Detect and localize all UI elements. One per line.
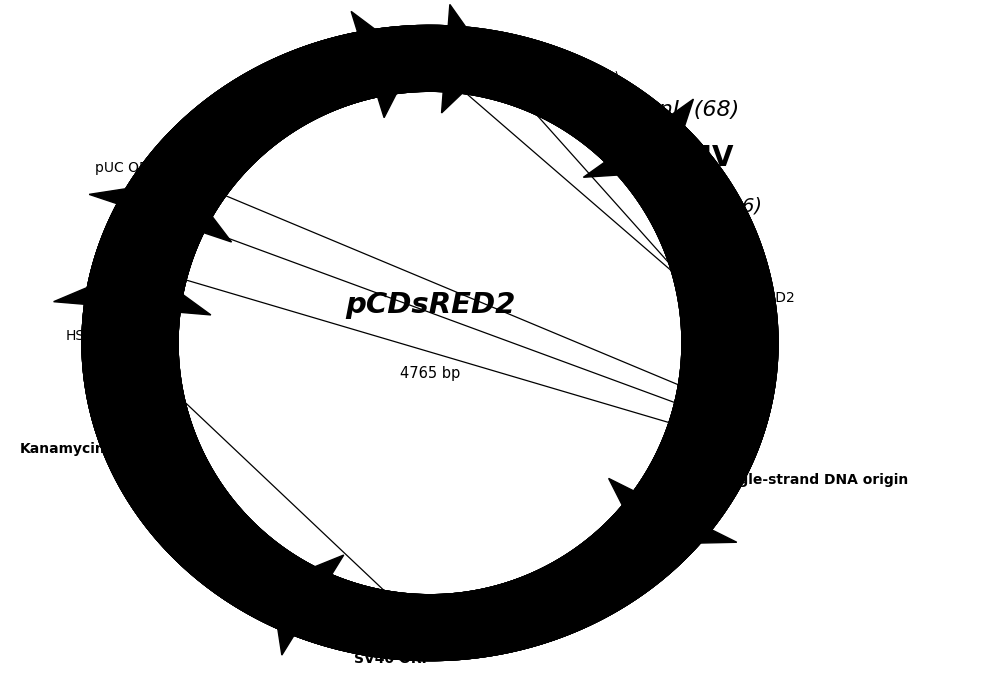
Text: KpnI  (68): KpnI (68) — [630, 99, 739, 120]
Text: Kanamycin/neomycin: Kanamycin/neomycin — [20, 442, 186, 456]
Polygon shape — [82, 4, 775, 661]
Polygon shape — [54, 25, 778, 661]
Text: XhoI (32): XhoI (32) — [485, 45, 539, 58]
Text: SmaI  (666): SmaI (666) — [648, 196, 762, 215]
Polygon shape — [82, 25, 708, 661]
Polygon shape — [82, 25, 778, 631]
Text: NotI (1365): NotI (1365) — [690, 383, 757, 396]
Polygon shape — [82, 32, 778, 661]
Text: DsRED2: DsRED2 — [740, 292, 796, 305]
Text: 4765 bp: 4765 bp — [400, 366, 460, 381]
Text: SV40 polyA: SV40 polyA — [690, 401, 769, 415]
Text: SV40 ORI: SV40 ORI — [354, 652, 426, 665]
Text: CMV: CMV — [665, 144, 734, 172]
Text: f1 single-strand DNA origin: f1 single-strand DNA origin — [695, 473, 908, 487]
Polygon shape — [87, 25, 778, 661]
Text: AflII (1672): AflII (1672) — [690, 423, 755, 435]
Polygon shape — [82, 12, 778, 661]
Text: HindIII (41): HindIII (41) — [452, 69, 518, 82]
Text: EcoRI (48): EcoRI (48) — [558, 71, 619, 84]
Text: pCDsRED2: pCDsRED2 — [345, 292, 515, 319]
Text: pUC ORI: pUC ORI — [95, 161, 153, 175]
Text: HSV-TK: HSV-TK — [66, 329, 115, 343]
